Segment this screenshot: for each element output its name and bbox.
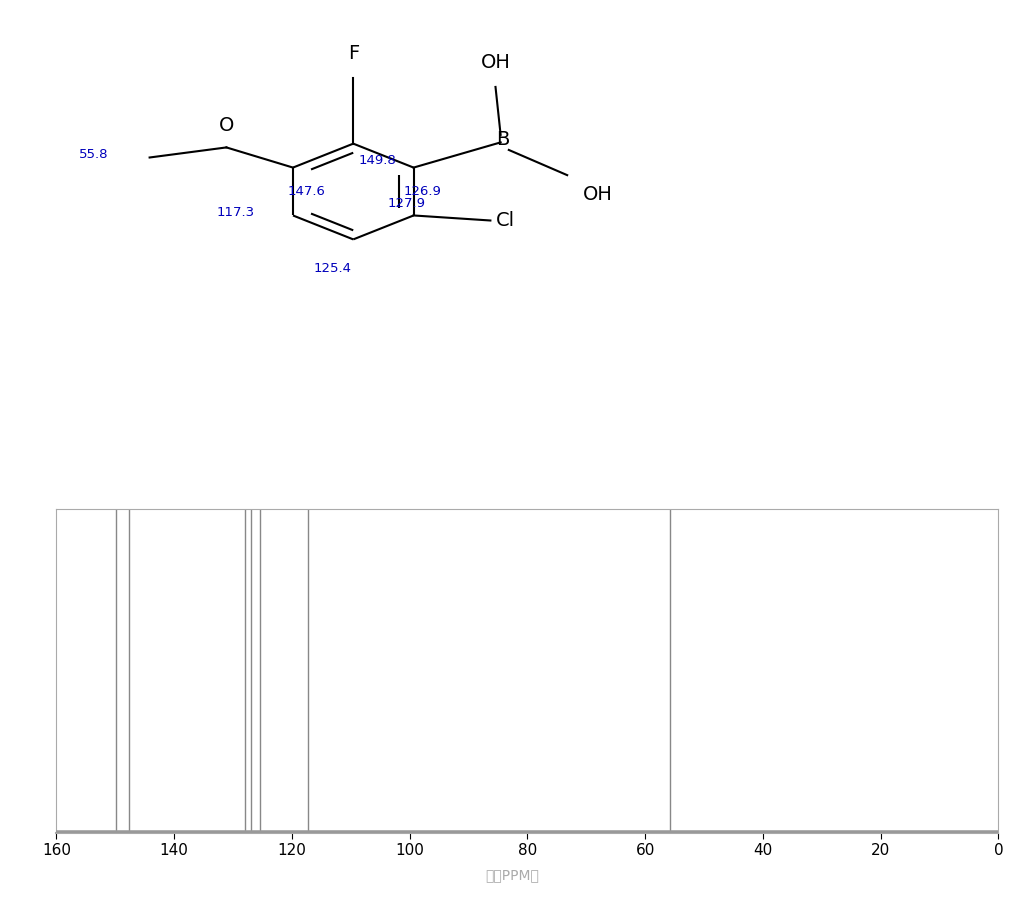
Text: OH: OH <box>480 53 510 72</box>
Text: 55.8: 55.8 <box>79 148 109 161</box>
Text: 125.4: 125.4 <box>313 262 352 275</box>
Text: OH: OH <box>583 185 612 204</box>
Text: 126.9: 126.9 <box>403 185 441 198</box>
Text: 149.8: 149.8 <box>358 154 396 166</box>
Text: 127.9: 127.9 <box>388 197 426 211</box>
Text: F: F <box>348 44 358 63</box>
Text: 盖德PPM网: 盖德PPM网 <box>485 868 539 882</box>
Text: Cl: Cl <box>496 211 515 230</box>
Text: B: B <box>496 130 509 149</box>
Text: 147.6: 147.6 <box>288 185 326 198</box>
Text: O: O <box>219 116 234 135</box>
Text: 117.3: 117.3 <box>216 206 254 220</box>
